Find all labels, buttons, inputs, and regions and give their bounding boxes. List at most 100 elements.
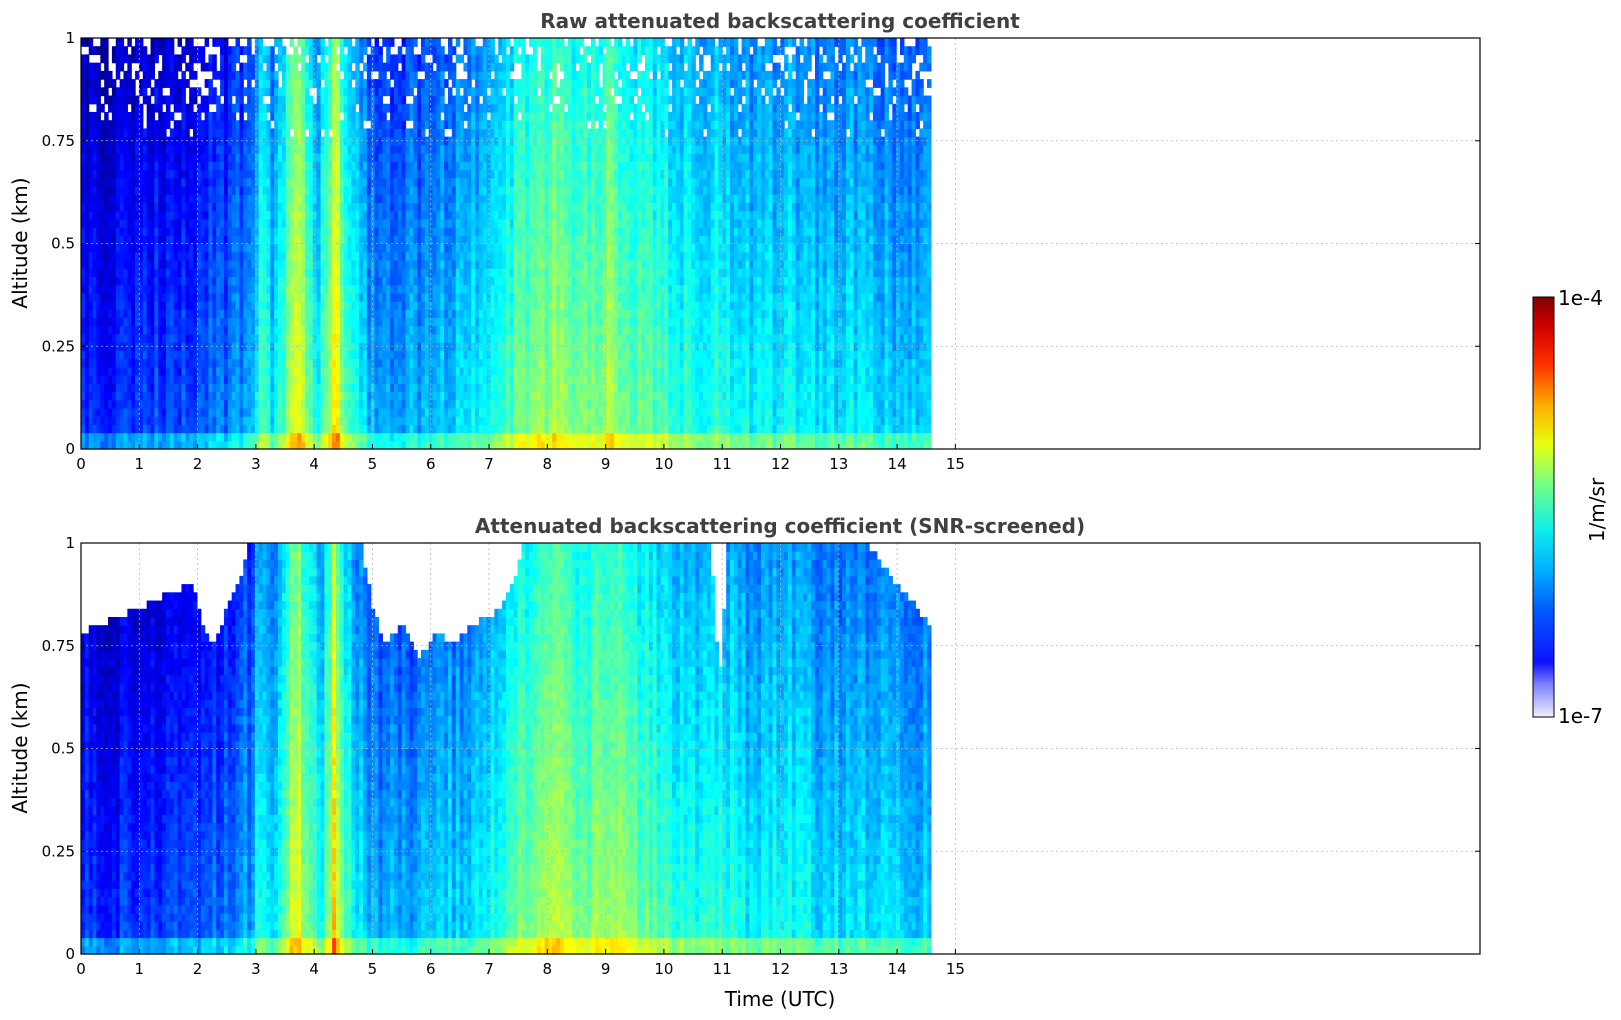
- heatmap-cell: [111, 268, 117, 277]
- heatmap-cell: [150, 243, 155, 253]
- heatmap-cell: [135, 416, 140, 425]
- heatmap-cell: [227, 391, 233, 401]
- heatmap-cell: [81, 375, 86, 384]
- heatmap-cell: [417, 407, 422, 417]
- heatmap-cell: [270, 284, 275, 294]
- heatmap-cell: [305, 276, 310, 286]
- heatmap-cell: [444, 416, 449, 425]
- heatmap-cell: [324, 309, 329, 319]
- heatmap-cell: [459, 391, 465, 401]
- heatmap-cell: [278, 38, 283, 47]
- heatmap-cell: [216, 366, 221, 376]
- heatmap-cell: [401, 95, 407, 105]
- heatmap-cell: [366, 416, 372, 425]
- heatmap-cell: [162, 432, 167, 442]
- heatmap-cell: [328, 292, 333, 302]
- heatmap-cell: [162, 169, 167, 179]
- heatmap-cell: [316, 235, 322, 245]
- heatmap-cell: [409, 194, 414, 203]
- heatmap-cell: [220, 144, 225, 154]
- heatmap-cell: [250, 399, 256, 409]
- heatmap-cell: [227, 194, 233, 203]
- heatmap-cell: [185, 120, 190, 130]
- heatmap-cell: [258, 46, 264, 56]
- heatmap-cell: [274, 309, 279, 319]
- heatmap-cell: [81, 366, 86, 376]
- heatmap-cell: [274, 111, 279, 121]
- heatmap-cell: [417, 309, 422, 319]
- heatmap-cell: [212, 440, 217, 450]
- heatmap-cell: [293, 153, 298, 162]
- heatmap-cell: [382, 62, 387, 72]
- heatmap-cell: [436, 235, 441, 245]
- heatmap-cell: [301, 399, 306, 409]
- heatmap-cell: [278, 87, 283, 97]
- heatmap-cell: [204, 62, 210, 72]
- heatmap-cell: [212, 251, 217, 261]
- heatmap-cell: [196, 268, 202, 277]
- heatmap-cell: [397, 177, 403, 187]
- heatmap-cell: [100, 292, 105, 302]
- heatmap-cell: [177, 391, 183, 401]
- heatmap-cell: [115, 128, 121, 138]
- heatmap-cell: [374, 177, 380, 187]
- heatmap-cell: [100, 301, 105, 310]
- heatmap-cell: [409, 333, 414, 343]
- heatmap-cell: [471, 268, 476, 277]
- heatmap-cell: [459, 292, 465, 302]
- heatmap-cell: [382, 424, 387, 434]
- heatmap-cell: [432, 416, 438, 425]
- heatmap-cell: [390, 194, 395, 203]
- heatmap-cell: [104, 407, 109, 417]
- heatmap-cell: [444, 54, 449, 64]
- heatmap-cell: [220, 301, 225, 310]
- heatmap-cell: [324, 243, 329, 253]
- heatmap-cell: [478, 251, 484, 261]
- heatmap-cell: [154, 120, 159, 130]
- heatmap-cell: [96, 284, 101, 294]
- heatmap-cell: [478, 185, 484, 195]
- heatmap-cell: [351, 292, 356, 302]
- heatmap-cell: [146, 333, 152, 343]
- heatmap-cell: [173, 276, 179, 286]
- heatmap-cell: [165, 169, 171, 179]
- heatmap-cell: [258, 38, 264, 47]
- heatmap-cell: [189, 227, 194, 236]
- heatmap-cell: [332, 128, 337, 138]
- heatmap-cell: [88, 325, 94, 335]
- heatmap-cell: [328, 333, 333, 343]
- heatmap-cell: [223, 259, 229, 269]
- heatmap-cell: [393, 276, 399, 286]
- heatmap-cell: [258, 317, 264, 327]
- heatmap-cell: [169, 325, 175, 335]
- heatmap-cell: [165, 111, 171, 121]
- heatmap-cell: [328, 268, 333, 277]
- heatmap-cell: [239, 79, 244, 88]
- heatmap-cell: [100, 202, 105, 212]
- heatmap-cell: [285, 235, 291, 245]
- heatmap-cell: [328, 38, 333, 47]
- heatmap-cell: [227, 301, 233, 310]
- heatmap-cell: [409, 243, 414, 253]
- heatmap-cell: [451, 407, 457, 417]
- heatmap-cell: [366, 309, 372, 319]
- heatmap-cell: [189, 424, 194, 434]
- heatmap-cell: [119, 243, 125, 253]
- heatmap-cell: [196, 383, 202, 393]
- heatmap-cell: [308, 62, 314, 72]
- heatmap-cell: [339, 358, 345, 368]
- heatmap-cell: [285, 161, 291, 171]
- heatmap-cell: [193, 128, 198, 138]
- heatmap-cell: [142, 194, 148, 203]
- heatmap-cell: [158, 276, 163, 286]
- heatmap-cell: [335, 227, 341, 236]
- heatmap-cell: [115, 111, 121, 121]
- heatmap-cell: [281, 185, 287, 195]
- heatmap-cell: [332, 432, 337, 442]
- heatmap-cell: [328, 284, 333, 294]
- heatmap-cell: [366, 259, 372, 269]
- heatmap-cell: [448, 416, 453, 425]
- heatmap-cell: [347, 95, 353, 105]
- heatmap-cell: [459, 366, 465, 376]
- heatmap-cell: [478, 399, 484, 409]
